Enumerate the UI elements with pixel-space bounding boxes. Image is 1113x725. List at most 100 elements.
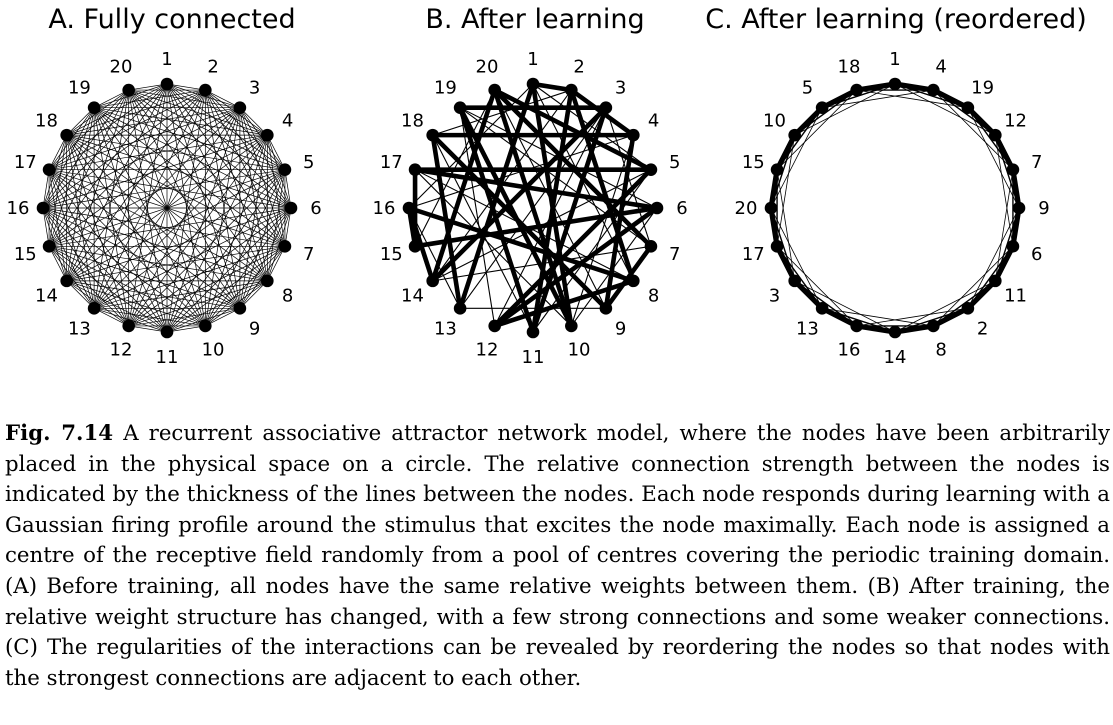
edge xyxy=(93,107,286,247)
node-6 xyxy=(1006,240,1020,253)
edge xyxy=(204,245,286,327)
node-label-3: 3 xyxy=(769,286,780,307)
edge xyxy=(48,134,268,247)
node-label-20: 20 xyxy=(476,56,499,77)
edge xyxy=(48,89,206,171)
node-label-16: 16 xyxy=(7,198,30,219)
weak-edge xyxy=(967,107,1020,209)
node-label-2: 2 xyxy=(573,56,584,77)
edges-c xyxy=(768,81,1022,335)
weak-edge xyxy=(776,89,858,171)
node-13 xyxy=(87,302,101,315)
edge xyxy=(239,107,268,282)
edge xyxy=(166,83,292,209)
node-label-1: 1 xyxy=(161,49,172,70)
panel-fully-connected: A. Fully connected 1 23456789101112131415… xyxy=(7,4,322,368)
edge xyxy=(204,89,286,247)
node-2 xyxy=(961,302,975,315)
weak-edge xyxy=(994,134,1014,247)
edge xyxy=(48,245,241,309)
strong-edge xyxy=(819,87,860,111)
figure-panels: A. Fully connected 1 2 3 4 5 6 7 8 9 10 11 12 13 14 15… xyxy=(7,4,1087,368)
edge xyxy=(239,280,268,309)
strong-edge xyxy=(819,305,860,329)
edge xyxy=(204,307,241,327)
node-16 xyxy=(36,201,50,215)
node-9 xyxy=(599,302,613,315)
strong-edge xyxy=(1010,167,1022,211)
strong-edge xyxy=(774,132,798,173)
node-17 xyxy=(42,163,56,176)
edge xyxy=(166,83,206,327)
edge xyxy=(266,169,286,282)
node-label-17: 17 xyxy=(380,152,403,173)
edge xyxy=(66,280,241,309)
edge xyxy=(48,245,130,327)
edge xyxy=(42,207,130,327)
node-label-12: 12 xyxy=(476,340,499,361)
panel-title-c: C. After learning (reordered) xyxy=(705,4,1087,35)
node-label-4: 4 xyxy=(935,56,946,77)
edge xyxy=(239,107,268,136)
edge xyxy=(48,245,68,282)
edge xyxy=(66,169,286,282)
strong-edge xyxy=(930,305,971,329)
weak-edge xyxy=(856,307,969,327)
strong-edge xyxy=(792,105,825,138)
strong-edge xyxy=(930,87,971,111)
node-7 xyxy=(644,240,658,253)
strong-edge xyxy=(854,81,898,93)
edge xyxy=(239,207,292,309)
node-13 xyxy=(453,302,467,315)
edge xyxy=(66,134,292,209)
node-label-19: 19 xyxy=(68,77,91,98)
node-2 xyxy=(565,83,578,97)
node-label-20: 20 xyxy=(735,198,758,219)
node-17 xyxy=(770,240,784,253)
edge xyxy=(48,169,292,209)
node-5 xyxy=(278,163,292,176)
edge xyxy=(66,107,95,136)
node-19 xyxy=(87,101,101,114)
node-8 xyxy=(927,319,940,333)
edge xyxy=(93,107,206,327)
edge xyxy=(128,89,268,282)
strong-edge xyxy=(430,87,497,284)
edges-b xyxy=(406,81,660,335)
edge xyxy=(239,107,292,209)
edge xyxy=(66,280,168,333)
node-16 xyxy=(850,319,863,333)
edge xyxy=(128,307,241,327)
edge xyxy=(42,207,168,333)
edge xyxy=(93,89,130,309)
node-20 xyxy=(488,83,501,97)
edge xyxy=(93,107,268,136)
node-11 xyxy=(526,325,540,339)
edge xyxy=(48,169,206,327)
edge xyxy=(128,89,241,309)
node-label-2: 2 xyxy=(207,56,218,77)
strong-edge xyxy=(854,323,898,335)
node-11 xyxy=(160,325,174,339)
edge xyxy=(66,134,241,309)
node-14 xyxy=(888,325,902,339)
node-label-19: 19 xyxy=(434,77,457,98)
edge xyxy=(128,325,168,333)
edge xyxy=(166,83,268,136)
edge xyxy=(128,89,268,136)
node-label-19: 19 xyxy=(971,77,994,98)
edge xyxy=(66,134,286,247)
edge xyxy=(93,89,130,109)
strong-edge xyxy=(892,81,936,93)
weak-edge xyxy=(932,89,1014,171)
edge xyxy=(128,83,168,327)
edge xyxy=(128,245,286,327)
edge xyxy=(66,134,168,333)
edge xyxy=(166,325,206,333)
edge xyxy=(48,245,168,333)
node-13 xyxy=(815,302,829,315)
edge xyxy=(66,280,206,327)
edge xyxy=(48,169,68,282)
node-8 xyxy=(627,274,640,288)
node-16 xyxy=(402,201,416,215)
